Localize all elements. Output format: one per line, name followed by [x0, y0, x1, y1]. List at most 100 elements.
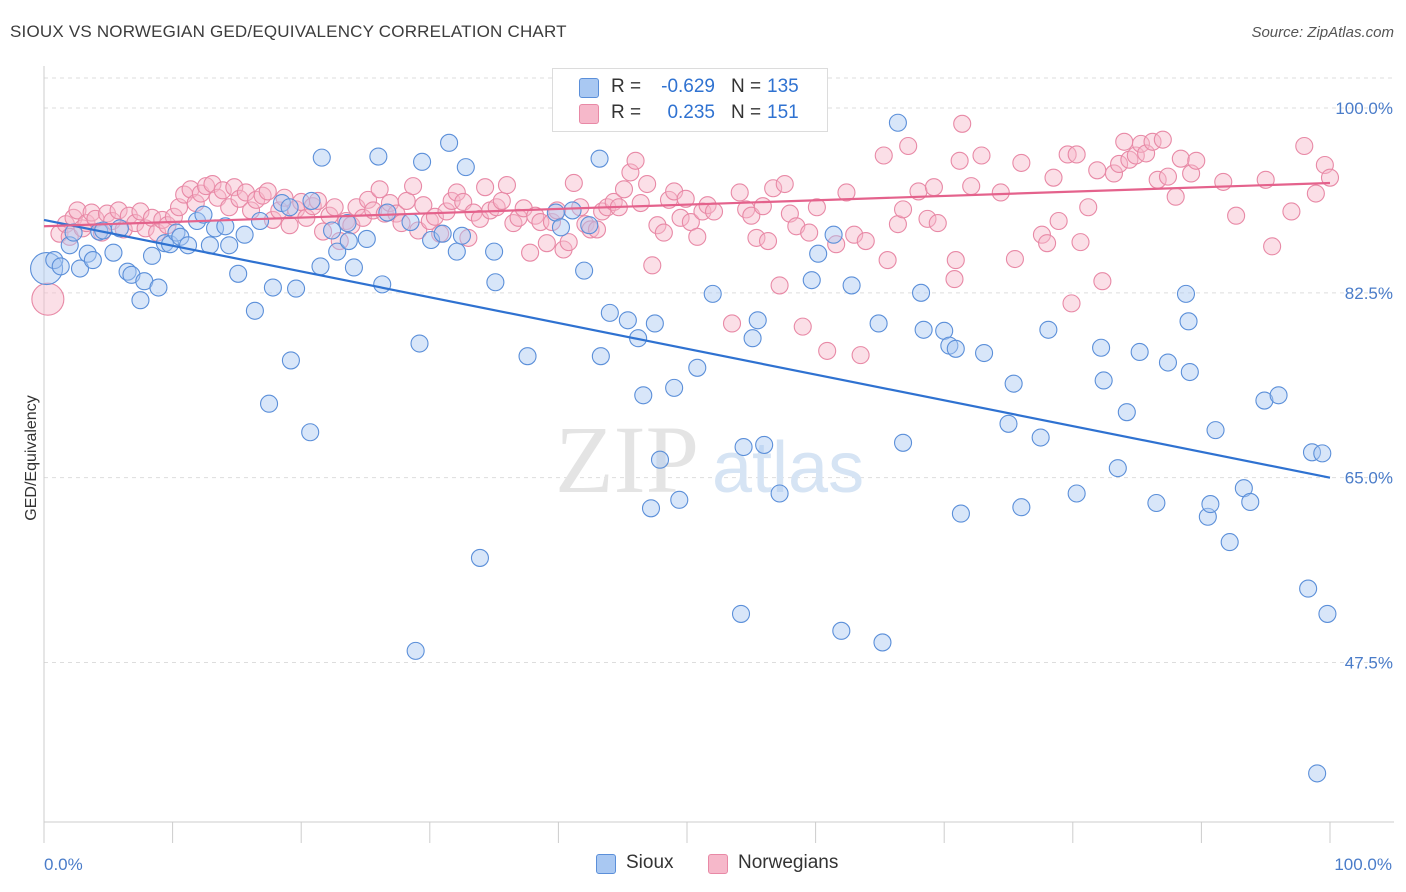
norwegians-point — [747, 228, 766, 247]
sioux-point — [263, 278, 282, 297]
sioux-point — [1179, 312, 1198, 331]
sioux-point — [485, 242, 504, 261]
norwegians-point — [924, 178, 943, 197]
norwegians-point — [31, 282, 65, 316]
sioux-point — [357, 229, 376, 248]
sioux-point — [1201, 495, 1220, 514]
norwegians-point — [800, 223, 819, 242]
norwegians-point — [153, 210, 172, 229]
sioux-point — [422, 230, 441, 250]
norwegians-point — [631, 193, 650, 213]
norwegians-point — [722, 314, 742, 333]
sioux-point — [413, 152, 432, 171]
norwegians-point — [1005, 249, 1024, 269]
sioux-point — [235, 225, 254, 244]
sioux-point — [229, 264, 248, 283]
norwegians-point — [359, 190, 378, 209]
sioux-point — [755, 435, 774, 454]
norwegians-point — [1115, 132, 1134, 151]
sioux-swatch — [596, 854, 616, 874]
sioux-point — [104, 243, 123, 262]
norwegians-point — [68, 201, 87, 220]
sioux-point — [869, 314, 888, 333]
sioux-point — [893, 433, 913, 452]
sioux-point — [70, 259, 90, 278]
y-tick-label: 100.0% — [1335, 99, 1393, 118]
sioux-point — [734, 437, 753, 457]
sioux-point — [280, 198, 299, 217]
norwegians-point — [758, 232, 778, 251]
sioux-point — [220, 236, 239, 255]
sioux-point — [590, 149, 609, 168]
norwegians-point — [704, 202, 724, 221]
sioux-point — [618, 311, 637, 330]
sioux-swatch — [579, 78, 599, 98]
norwegians-point — [676, 189, 695, 208]
sioux-point — [743, 329, 762, 348]
norwegians-point — [962, 177, 981, 196]
norwegians-point — [648, 216, 667, 235]
sioux-point — [131, 291, 150, 310]
sioux-point — [888, 113, 907, 132]
x-tick-label-max: 100.0% — [1334, 855, 1392, 874]
norwegians-point — [1320, 168, 1340, 187]
watermark-zip: ZIP — [555, 406, 699, 513]
norwegians-point — [109, 201, 128, 220]
norwegians-point — [837, 183, 856, 202]
norwegians-point — [1295, 136, 1314, 156]
norwegians-point — [476, 178, 495, 197]
norwegians-point — [504, 214, 523, 233]
norwegians-point — [1032, 225, 1051, 244]
norwegians-point — [638, 174, 657, 194]
norwegians-point — [688, 227, 707, 246]
norwegians-point — [1049, 211, 1068, 231]
y-axis-title: GED/Equivalency — [23, 395, 40, 520]
norwegians-point — [1158, 167, 1178, 186]
sioux-point — [64, 223, 83, 242]
norwegians-point — [1044, 168, 1063, 187]
sioux-point — [688, 358, 707, 377]
sioux-point — [1220, 533, 1239, 552]
sioux-point — [83, 251, 102, 270]
norwegians-point — [275, 188, 294, 207]
sioux-point — [447, 242, 466, 261]
sioux-point — [670, 490, 689, 509]
sioux-point — [824, 225, 843, 244]
sioux-point — [1108, 459, 1127, 478]
norwegians-swatch — [579, 104, 599, 124]
sioux-point — [1039, 320, 1058, 339]
r-value: -0.629 — [661, 76, 715, 97]
norwegians-point — [1038, 234, 1057, 253]
sioux-point — [245, 301, 264, 320]
sioux-point — [338, 214, 357, 233]
sioux-point — [311, 257, 330, 276]
norwegians-trend-line — [43, 181, 1331, 228]
norwegians-point — [991, 183, 1010, 202]
norwegians-point — [770, 276, 789, 295]
norwegians-point — [621, 163, 640, 182]
norwegians-point — [845, 225, 864, 244]
sioux-point — [1241, 492, 1260, 512]
sioux-point — [591, 347, 610, 366]
n-label: N = — [731, 102, 762, 123]
chart-title: SIOUX VS NORWEGIAN GED/EQUIVALENCY CORRE… — [10, 22, 567, 41]
sioux-point — [1318, 604, 1337, 623]
sioux-point — [486, 273, 505, 292]
sioux-point — [551, 218, 571, 237]
sioux-point — [1130, 342, 1149, 362]
series-legend: Sioux Norwegians — [0, 852, 1406, 878]
legend-label-norwegians: Norwegians — [738, 852, 839, 873]
sioux-point — [401, 212, 420, 232]
norwegians-point — [1110, 154, 1129, 174]
norwegians-point — [542, 212, 562, 232]
sioux-point — [641, 499, 661, 518]
norwegians-point — [314, 222, 333, 241]
sioux-trend-line — [43, 218, 1331, 479]
legend-label-sioux: Sioux — [626, 852, 674, 873]
sioux-point — [250, 211, 270, 231]
sioux-point — [518, 347, 537, 366]
y-tick-label: 47.5% — [1345, 654, 1393, 673]
sioux-point — [378, 203, 397, 222]
sioux-point — [373, 275, 392, 294]
y-tick-labels: 47.5% 65.0% 82.5% 100.0% — [1335, 99, 1393, 673]
